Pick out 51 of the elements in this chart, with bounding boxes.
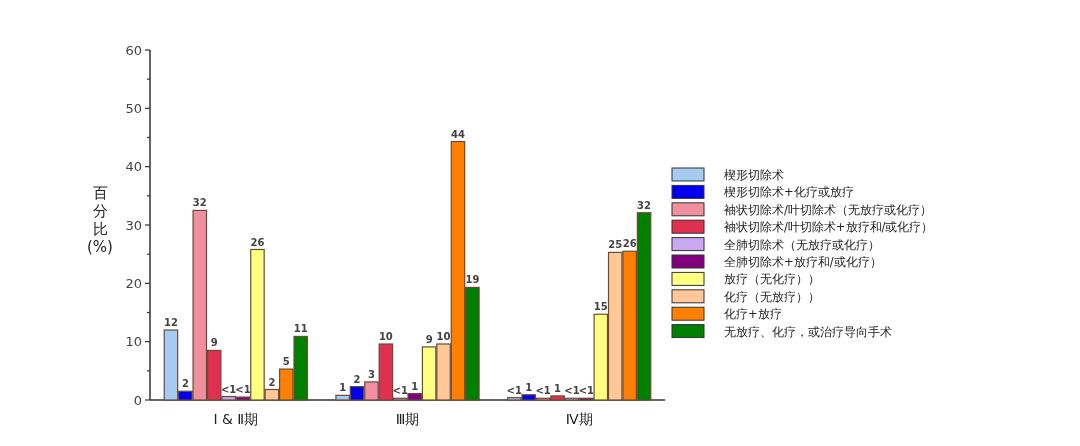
data-label: 1 [554, 382, 562, 394]
x-tick-label: Ⅰ & Ⅱ期 [213, 411, 259, 427]
data-label: 12 [163, 317, 178, 328]
y-tick-label: 30 [125, 217, 142, 233]
data-label: 26 [250, 236, 265, 248]
data-label: <1 [535, 385, 551, 397]
legend-label: 全肺切除术+放疗和/或化疗） [724, 255, 882, 269]
data-label: 32 [192, 197, 207, 209]
data-label: 15 [593, 301, 608, 313]
data-label: 1 [339, 382, 347, 394]
y-tick-label: 60 [125, 42, 142, 58]
data-label: 2 [353, 373, 361, 385]
data-label: 26 [622, 238, 637, 250]
x-tick-label: Ⅲ期 [395, 411, 420, 427]
data-label: <1 [578, 385, 595, 397]
legend-label: 楔形切除术+化疗或放疗 [724, 185, 854, 200]
data-label: <1 [220, 383, 237, 395]
y-tick-label: 10 [125, 334, 142, 350]
legend-label: 无放疗、化疗，或治疗导向手术 [724, 324, 892, 339]
legend-label: 袖状切除术/叶切除术+放疗和/或化疗） [724, 220, 934, 235]
legend-label: 放疗（无化疗）） [724, 272, 820, 287]
legend-label: 袖状切除术/叶切除术（无放疗或化疗） [724, 202, 932, 217]
data-label: 9 [210, 337, 218, 349]
y-axis-title: 百分比(%) [87, 184, 113, 256]
data-label: 10 [378, 331, 393, 342]
data-label: 2 [181, 378, 189, 390]
data-label: <1 [564, 385, 580, 397]
data-label: 2 [268, 376, 276, 388]
data-label: <1 [506, 384, 522, 396]
data-label: 19 [465, 274, 480, 286]
data-label: 44 [451, 128, 465, 140]
legend-label: 化疗（无放疗）） [724, 289, 820, 304]
data-label: 32 [637, 199, 652, 211]
y-tick-label: 0 [133, 392, 142, 408]
data-label: 10 [436, 331, 451, 342]
legend-label: 楔形切除术 [724, 168, 784, 182]
data-label: <1 [392, 385, 408, 397]
y-tick-label: 40 [125, 159, 142, 175]
y-tick-label: 20 [125, 275, 142, 291]
data-label: 11 [293, 323, 308, 335]
data-label: 3 [367, 368, 375, 380]
data-label: 1 [411, 380, 419, 392]
legend-label: 全肺切除术（无放疗或化疗） [724, 237, 880, 252]
data-label: 1 [525, 381, 533, 393]
data-label: 9 [425, 333, 433, 345]
data-label: 5 [282, 356, 290, 368]
y-tick-label: 50 [125, 100, 142, 116]
data-label: <1 [235, 384, 251, 396]
data-label: 25 [608, 239, 623, 251]
x-tick-label: Ⅳ期 [565, 411, 593, 427]
legend-label: 化疗+放疗 [724, 307, 782, 322]
